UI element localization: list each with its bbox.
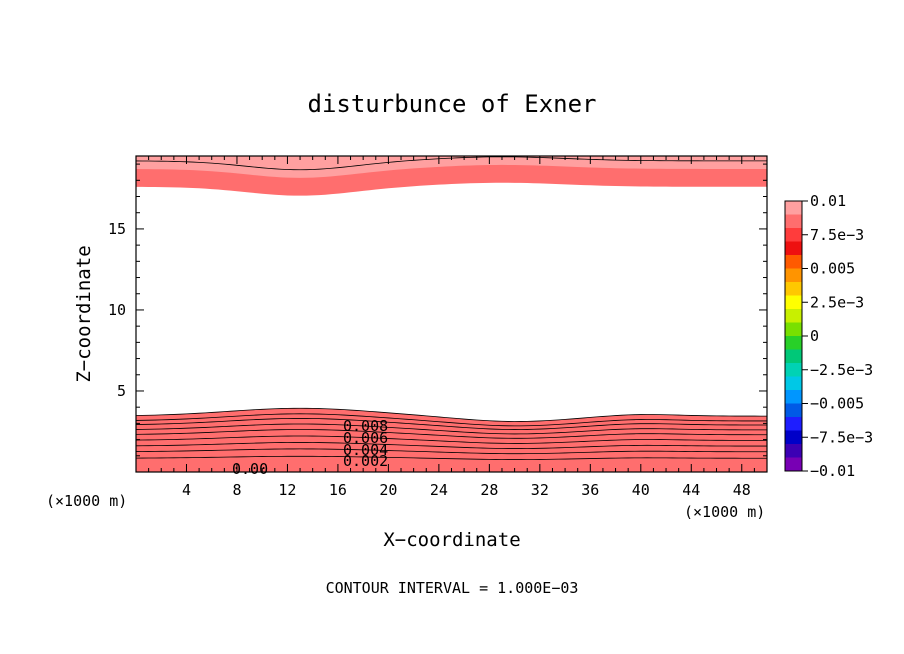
colorbar-swatch bbox=[785, 430, 802, 445]
colorbar-swatch bbox=[785, 228, 802, 242]
y-tick-label: 5 bbox=[117, 382, 126, 400]
contour-label: 0.008 bbox=[343, 417, 388, 435]
colorbar-swatch bbox=[785, 268, 802, 283]
x-tick-label: 32 bbox=[531, 481, 549, 499]
x-tick-label: 8 bbox=[232, 481, 241, 499]
colorbar-label: 0 bbox=[810, 327, 819, 345]
x-tick-label: 20 bbox=[379, 481, 397, 499]
colorbar-swatch bbox=[785, 214, 802, 229]
contour-interval-note: CONTOUR INTERVAL = 1.000E−03 bbox=[326, 579, 579, 597]
contour-line bbox=[136, 448, 767, 455]
colorbar-label: 0.005 bbox=[810, 260, 855, 278]
contour-label: 0.002 bbox=[343, 452, 388, 470]
x-tick-label: 12 bbox=[278, 481, 296, 499]
x-tick-label: 36 bbox=[581, 481, 599, 499]
x-tick-label: 44 bbox=[682, 481, 700, 499]
colorbar-swatch bbox=[785, 241, 802, 256]
contour-line bbox=[136, 423, 767, 435]
colorbar-swatch bbox=[785, 349, 802, 364]
x-tick-label: 16 bbox=[329, 481, 347, 499]
y-tick-label: 15 bbox=[108, 220, 126, 238]
y-tick-label: 10 bbox=[108, 301, 126, 319]
colorbar-label: −7.5e−3 bbox=[810, 428, 873, 446]
x-unit-right: (×1000 m) bbox=[684, 503, 765, 521]
colorbar-swatch bbox=[785, 417, 802, 431]
colorbar-swatch bbox=[785, 336, 802, 350]
colorbar-swatch bbox=[785, 363, 802, 377]
x-tick-label: 24 bbox=[430, 481, 448, 499]
x-axis-label: X−coordinate bbox=[383, 529, 520, 551]
contour-line bbox=[136, 407, 767, 422]
x-unit-left: (×1000 m) bbox=[46, 492, 127, 510]
colorbar-swatch bbox=[785, 457, 802, 472]
colorbar-swatch bbox=[785, 282, 802, 296]
colorbar-swatch bbox=[785, 376, 802, 391]
colorbar-label: −2.5e−3 bbox=[810, 361, 873, 379]
colorbar-swatch bbox=[785, 309, 802, 323]
y-axis-label: Z−coordinate bbox=[73, 245, 95, 382]
x-tick-label: 4 bbox=[182, 481, 191, 499]
colorbar-swatch bbox=[785, 444, 802, 458]
colorbar-swatch bbox=[785, 390, 802, 404]
colorbar-label: −0.005 bbox=[810, 395, 864, 413]
chart-title: disturbunce of Exner bbox=[308, 90, 597, 118]
colorbar-label: 0.01 bbox=[810, 192, 846, 210]
contour-line bbox=[136, 413, 767, 427]
contour-line bbox=[136, 418, 767, 430]
contour-line bbox=[136, 442, 767, 449]
colorbar-swatch bbox=[785, 295, 802, 310]
x-tick-label: 40 bbox=[632, 481, 650, 499]
colorbar-swatch bbox=[785, 403, 802, 418]
colorbar-swatch bbox=[785, 255, 802, 269]
contour-line bbox=[136, 455, 767, 460]
x-tick-label: 28 bbox=[480, 481, 498, 499]
colorbar-label: 2.5e−3 bbox=[810, 293, 864, 311]
contour-label: 0.004 bbox=[343, 441, 388, 459]
colorbar-label: −0.01 bbox=[810, 462, 855, 480]
x-tick-label: 48 bbox=[733, 481, 751, 499]
contour-line bbox=[136, 435, 767, 444]
colorbar-swatch bbox=[785, 322, 802, 337]
contour-lines bbox=[136, 156, 767, 460]
colorbar-swatch bbox=[785, 201, 802, 215]
colorbar-label: 7.5e−3 bbox=[810, 226, 864, 244]
colorbar: 0.01 7.5e−3 0.005 2.5e−3 0 −2.5e−3 −0.005 −7.5e… bbox=[784, 192, 873, 480]
contour-label: 0.006 bbox=[343, 429, 388, 447]
contour-line bbox=[136, 429, 767, 439]
contour-band bbox=[136, 156, 767, 178]
